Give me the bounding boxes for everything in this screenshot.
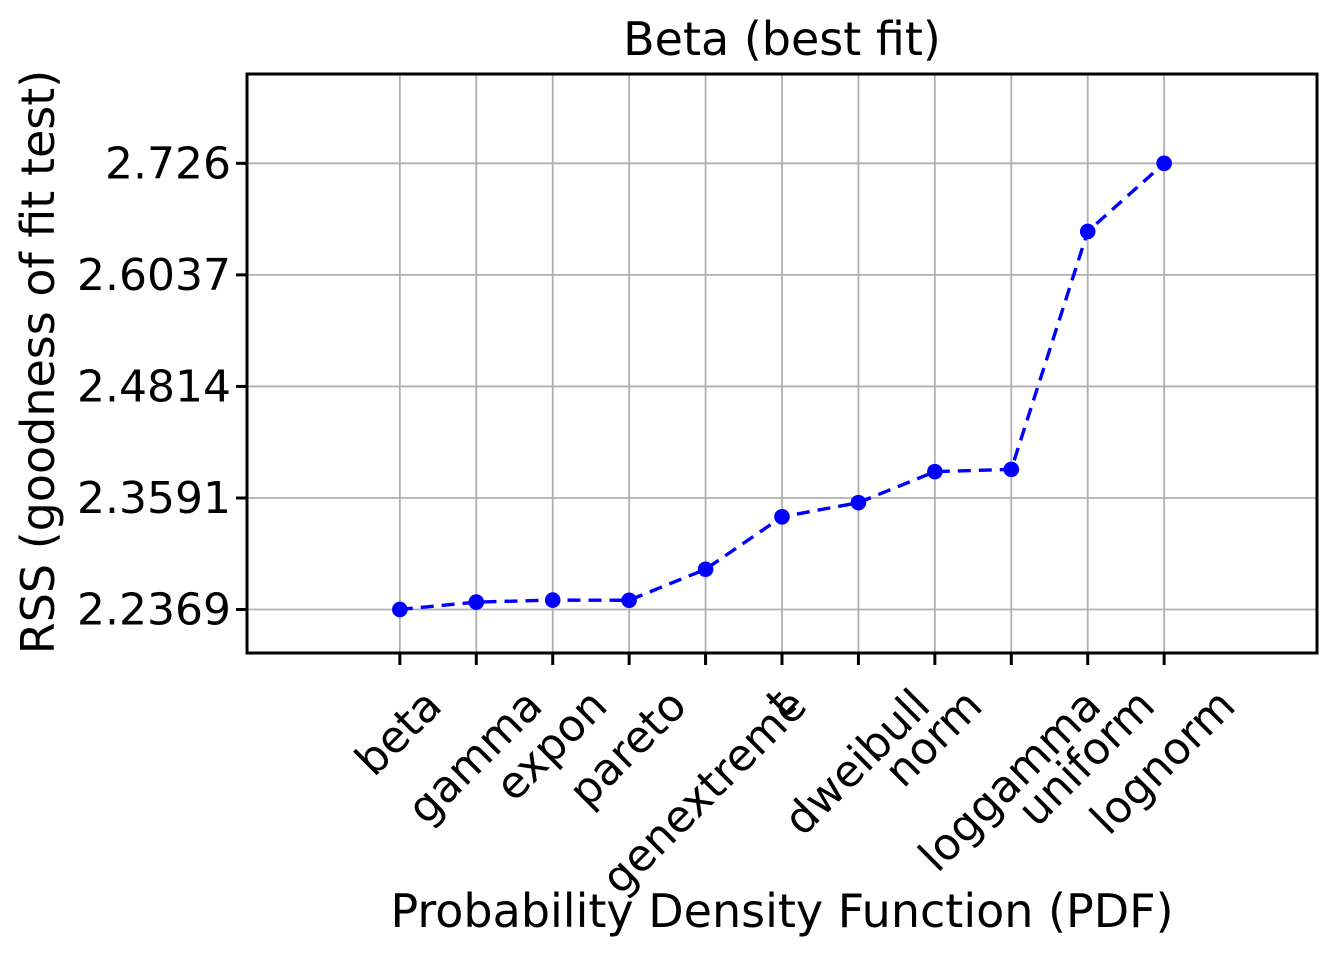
y-tick-label: 2.3591 [77, 473, 231, 524]
data-point-dweibull [850, 494, 867, 511]
y-tick-label: 2.726 [105, 138, 231, 189]
data-point-beta [392, 601, 408, 618]
data-point-lognorm [1156, 155, 1172, 172]
x-axis-label: Probability Density Function (PDF) [390, 884, 1174, 938]
data-point-uniform [1079, 223, 1096, 240]
data-point-expon [544, 592, 561, 608]
y-tick-label: 2.4814 [77, 361, 231, 412]
data-point-genextreme [697, 561, 714, 578]
data-point-pareto [621, 592, 637, 609]
chart-title: Beta (best fit) [623, 12, 941, 66]
data-point-loggamma [1003, 461, 1020, 478]
y-tick-label: 2.6037 [77, 250, 231, 301]
y-tick-label: 2.2369 [77, 584, 231, 635]
y-axis-label: RSS (goodness of fit test) [11, 69, 65, 655]
data-point-gamma [468, 594, 485, 610]
data-point-t [774, 509, 790, 525]
data-point-norm [927, 463, 943, 480]
